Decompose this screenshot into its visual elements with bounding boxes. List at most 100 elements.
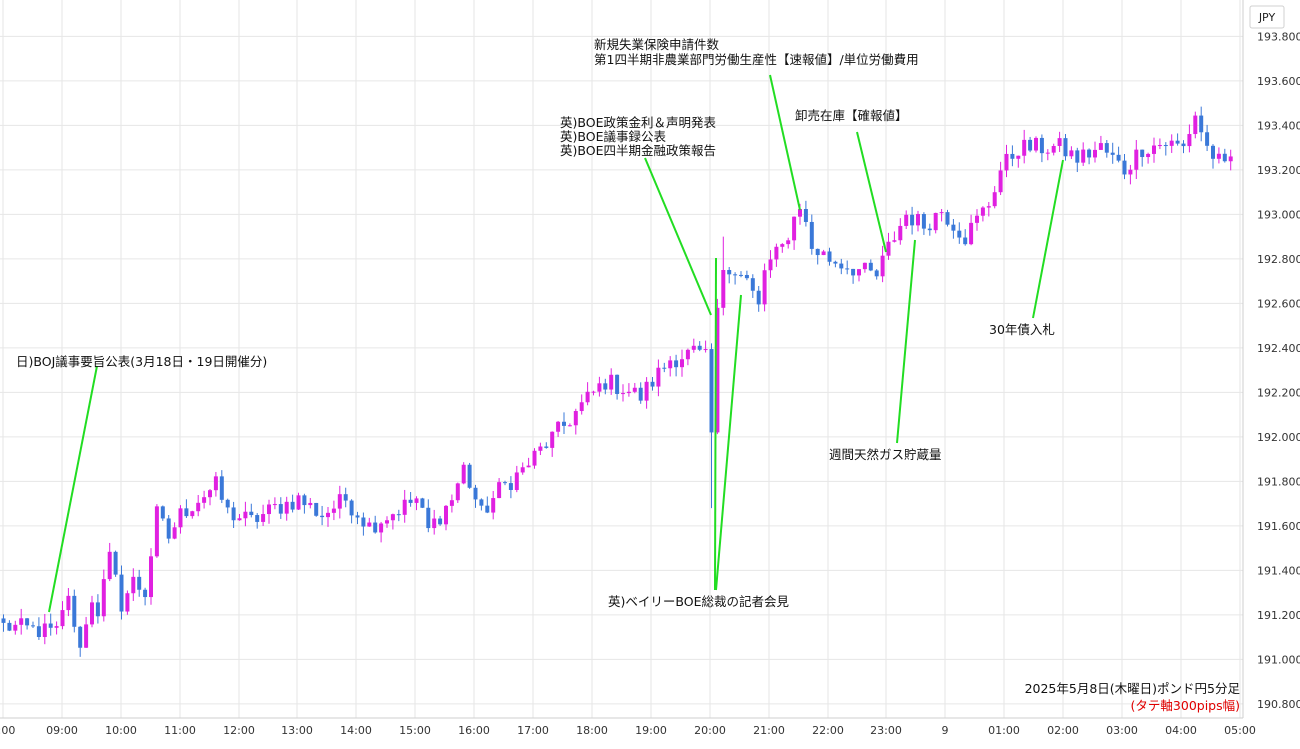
x-tick-label: 16:00 [458, 724, 490, 737]
x-tick-label: 8:00 [0, 724, 15, 737]
candle-body [272, 504, 277, 506]
candle-body [84, 624, 89, 648]
candle-body [538, 446, 543, 451]
candle-body [143, 589, 148, 598]
y-tick-label: 193.800 [1257, 30, 1300, 43]
x-tick-label: 14:00 [340, 724, 372, 737]
candle-body [202, 497, 207, 503]
candle-body [680, 359, 684, 368]
candle-body [998, 170, 1003, 193]
candle-body [196, 502, 201, 512]
candle-body [107, 551, 112, 580]
candle-body [945, 212, 950, 225]
x-tick-label: 02:00 [1047, 724, 1079, 737]
x-axis: 8:00 09:00 10:00 11:00 12:00 13:00 14:00 15:00 1… [0, 717, 1256, 737]
candle-body [414, 498, 419, 503]
candle-body [833, 261, 838, 264]
candle-body [638, 387, 643, 401]
x-tick-label: 12:00 [223, 724, 255, 737]
candle-body [780, 244, 785, 247]
x-tick-label: 17:00 [517, 724, 549, 737]
candle-body [815, 248, 820, 256]
candle-body [685, 349, 690, 360]
candle-body [632, 387, 637, 392]
candle-body [467, 464, 472, 488]
candle-body [656, 367, 661, 387]
x-tick-label: 22:00 [812, 724, 844, 737]
candle-body [1104, 143, 1109, 153]
candle-body [225, 499, 230, 508]
annotation-label: 第1四半期非農業部門労働生産性【速報値】/単位労働費用 [594, 52, 919, 67]
candle-body [149, 556, 153, 598]
candle-body [786, 240, 791, 245]
candle-body [95, 602, 100, 617]
candle-body [963, 237, 968, 245]
candle-body [573, 411, 578, 426]
candle-body [60, 610, 65, 627]
candle-body [455, 483, 460, 501]
candle-body [331, 508, 336, 513]
candle-body [756, 290, 761, 305]
y-tick-label: 191.000 [1257, 653, 1300, 666]
candle-body [762, 270, 767, 305]
candle-body [556, 421, 561, 432]
candle-body [744, 274, 749, 279]
candle-body [591, 391, 596, 393]
candle-body [721, 270, 726, 308]
y-tick-label: 192.600 [1257, 297, 1300, 310]
candle-body [25, 618, 30, 626]
candle-body [1116, 154, 1121, 161]
candle-body [314, 502, 319, 516]
candle-body [449, 500, 454, 506]
candle-body [1140, 149, 1145, 158]
annotation-leader-line [856, 131, 887, 253]
y-tick-label: 193.000 [1257, 208, 1300, 221]
candle-body [603, 383, 608, 390]
candle-body [550, 431, 555, 448]
candle-body [1087, 149, 1092, 158]
x-tick-label: 04:00 [1165, 724, 1197, 737]
candle-body [379, 523, 384, 533]
candle-body [66, 595, 71, 611]
x-tick-label: 15:00 [399, 724, 431, 737]
annotation-label: 卸売在庫【確報値】 [795, 108, 908, 123]
candle-body [231, 507, 236, 521]
candle-body [727, 270, 732, 275]
candle-body [1228, 156, 1233, 162]
candle-body [585, 391, 590, 403]
caption-date-pair: 2025年5月8日(木曜日)ポンド円5分足 [1025, 681, 1241, 696]
candle-body [626, 391, 631, 394]
candle-body [1057, 138, 1062, 146]
annotation-leader-line [48, 365, 98, 613]
candle-body [54, 626, 59, 628]
candle-body [290, 501, 295, 510]
x-tick-label: 13:00 [281, 724, 313, 737]
candle-body [373, 522, 378, 533]
candle-body [615, 374, 620, 394]
currency-badge-box [1249, 5, 1285, 29]
candle-body [367, 522, 372, 527]
candle-body [1128, 169, 1133, 175]
candle-body [544, 446, 549, 448]
candle-body [1122, 160, 1127, 175]
candle-body [278, 504, 283, 514]
annotation-label: 英)BOE政策金利＆声明発表 [560, 115, 716, 130]
candle-body [137, 576, 142, 590]
candle-body [1134, 149, 1139, 170]
y-tick-label: 192.200 [1257, 386, 1300, 399]
candle-body [803, 208, 808, 222]
candle-body [514, 472, 519, 490]
candle-body [709, 349, 714, 433]
candle-body [774, 246, 779, 260]
annotation-label: 英)BOE議事録公表 [560, 129, 666, 144]
candle-body [532, 450, 537, 466]
x-tick-label: 23:00 [870, 724, 902, 737]
y-tick-label: 192.400 [1257, 342, 1300, 355]
grid-layer [0, 0, 1243, 718]
candle-body [408, 499, 413, 503]
candle-body [1093, 149, 1097, 158]
candle-body [1016, 155, 1021, 159]
y-tick-label: 192.800 [1257, 253, 1300, 266]
candle-body [296, 495, 301, 510]
candle-body [910, 214, 915, 226]
